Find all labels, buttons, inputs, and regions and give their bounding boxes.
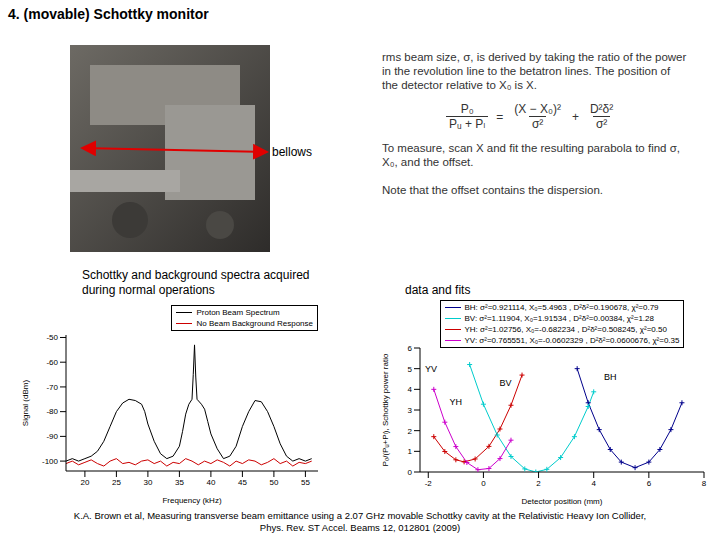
svg-text:6: 6 xyxy=(408,344,413,353)
html-text:bellows: bellows xyxy=(272,145,312,159)
svg-text:50: 50 xyxy=(269,478,278,487)
html-text:Pᵤ + Pₗ: Pᵤ + Pₗ xyxy=(449,117,486,131)
html-text:data and fits: data and fits xyxy=(405,283,471,297)
html-text:Signal (dBm): Signal (dBm) xyxy=(20,379,30,427)
svg-text:2: 2 xyxy=(536,479,541,488)
svg-text:BH: BH xyxy=(604,372,617,382)
html-text:Note that the offset contains: Note that the offset contains the disper… xyxy=(382,184,603,196)
html-text:BV: σ²=1.11904, X₀=1.91534 , D: BV: σ²=1.11904, X₀=1.91534 , D²δ²=0.0038… xyxy=(464,314,654,323)
html-text:P₀/(Pᵤ+Pₗ), Schottky power rat: P₀/(Pᵤ+Pₗ), Schottky power ratio xyxy=(380,353,390,467)
html-text:Phys. Rev. ST Accel. Beams 12,: Phys. Rev. ST Accel. Beams 12, 012801 (2… xyxy=(259,522,461,533)
svg-text:-100: -100 xyxy=(42,457,59,466)
svg-text:4: 4 xyxy=(408,385,413,394)
svg-text:Detector position (mm): Detector position (mm) xyxy=(522,497,603,506)
html-text:BH: σ²=0.921114, X₀=5.4963 , D: BH: σ²=0.921114, X₀=5.4963 , D²δ²=0.1906… xyxy=(464,303,659,312)
svg-text:30: 30 xyxy=(143,478,152,487)
svg-text:6: 6 xyxy=(647,479,652,488)
svg-text:-60: -60 xyxy=(46,358,58,367)
svg-text:-2: -2 xyxy=(425,479,433,488)
svg-text:2: 2 xyxy=(408,427,413,436)
html-text:Proton Beam Spectrum: Proton Beam Spectrum xyxy=(196,308,280,317)
svg-text:Frequency (kHz): Frequency (kHz) xyxy=(162,496,221,505)
html-text:σ²: σ² xyxy=(531,117,544,131)
svg-text:BV: BV xyxy=(499,378,511,388)
svg-text:-80: -80 xyxy=(46,407,58,416)
svg-text:40: 40 xyxy=(206,478,215,487)
html-text:K.A. Brown et al, Measuring tr: K.A. Brown et al, Measuring transverse b… xyxy=(73,510,647,521)
svg-text:1: 1 xyxy=(408,447,413,456)
html-text:P₀: P₀ xyxy=(460,102,474,116)
svg-text:5: 5 xyxy=(408,365,413,374)
svg-text:8: 8 xyxy=(702,479,707,488)
html-text:rms beam size, σ, is derived b: rms beam size, σ, is derived by taking t… xyxy=(382,51,687,91)
svg-text:45: 45 xyxy=(238,478,247,487)
html-text:D²δ²: D²δ² xyxy=(590,102,614,116)
html-text:No Beam Background Response: No Beam Background Response xyxy=(196,319,313,328)
svg-text:-90: -90 xyxy=(46,432,58,441)
svg-text:YV: YV xyxy=(425,364,437,374)
html-text:YV: σ²=0.765551, X₀=-0.0602329: YV: σ²=0.765551, X₀=-0.0602329 , D²δ²=0.… xyxy=(464,336,680,345)
html-text:Schottky and background spectr: Schottky and background spectra acquired… xyxy=(82,268,310,297)
svg-text:35: 35 xyxy=(175,478,184,487)
svg-text:-70: -70 xyxy=(46,383,58,392)
svg-text:20: 20 xyxy=(80,478,89,487)
svg-text:0: 0 xyxy=(481,479,486,488)
html-text:σ²: σ² xyxy=(595,117,608,131)
svg-text:-50: -50 xyxy=(46,333,58,342)
html-text:4. (movable) Schottky monitor: 4. (movable) Schottky monitor xyxy=(8,6,209,22)
svg-text:25: 25 xyxy=(112,478,121,487)
svg-text:4: 4 xyxy=(591,479,596,488)
html-text:To measure, scan X and fit the: To measure, scan X and fit the resulting… xyxy=(382,142,680,168)
svg-text:0: 0 xyxy=(408,468,413,477)
svg-text:3: 3 xyxy=(408,406,413,415)
html-text:(X − X₀)²: (X − X₀)² xyxy=(514,102,561,116)
html-text:YH: σ²=1.02756, X₀=-0.682234 ,: YH: σ²=1.02756, X₀=-0.682234 , D²δ²=0.50… xyxy=(464,325,667,334)
svg-text:55: 55 xyxy=(301,478,310,487)
svg-text:YH: YH xyxy=(450,397,463,407)
